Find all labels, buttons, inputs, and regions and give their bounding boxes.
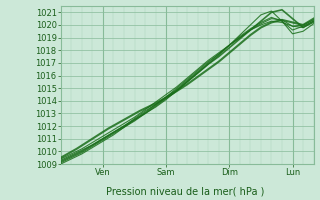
- Text: Pression niveau de la mer( hPa ): Pression niveau de la mer( hPa ): [107, 186, 265, 196]
